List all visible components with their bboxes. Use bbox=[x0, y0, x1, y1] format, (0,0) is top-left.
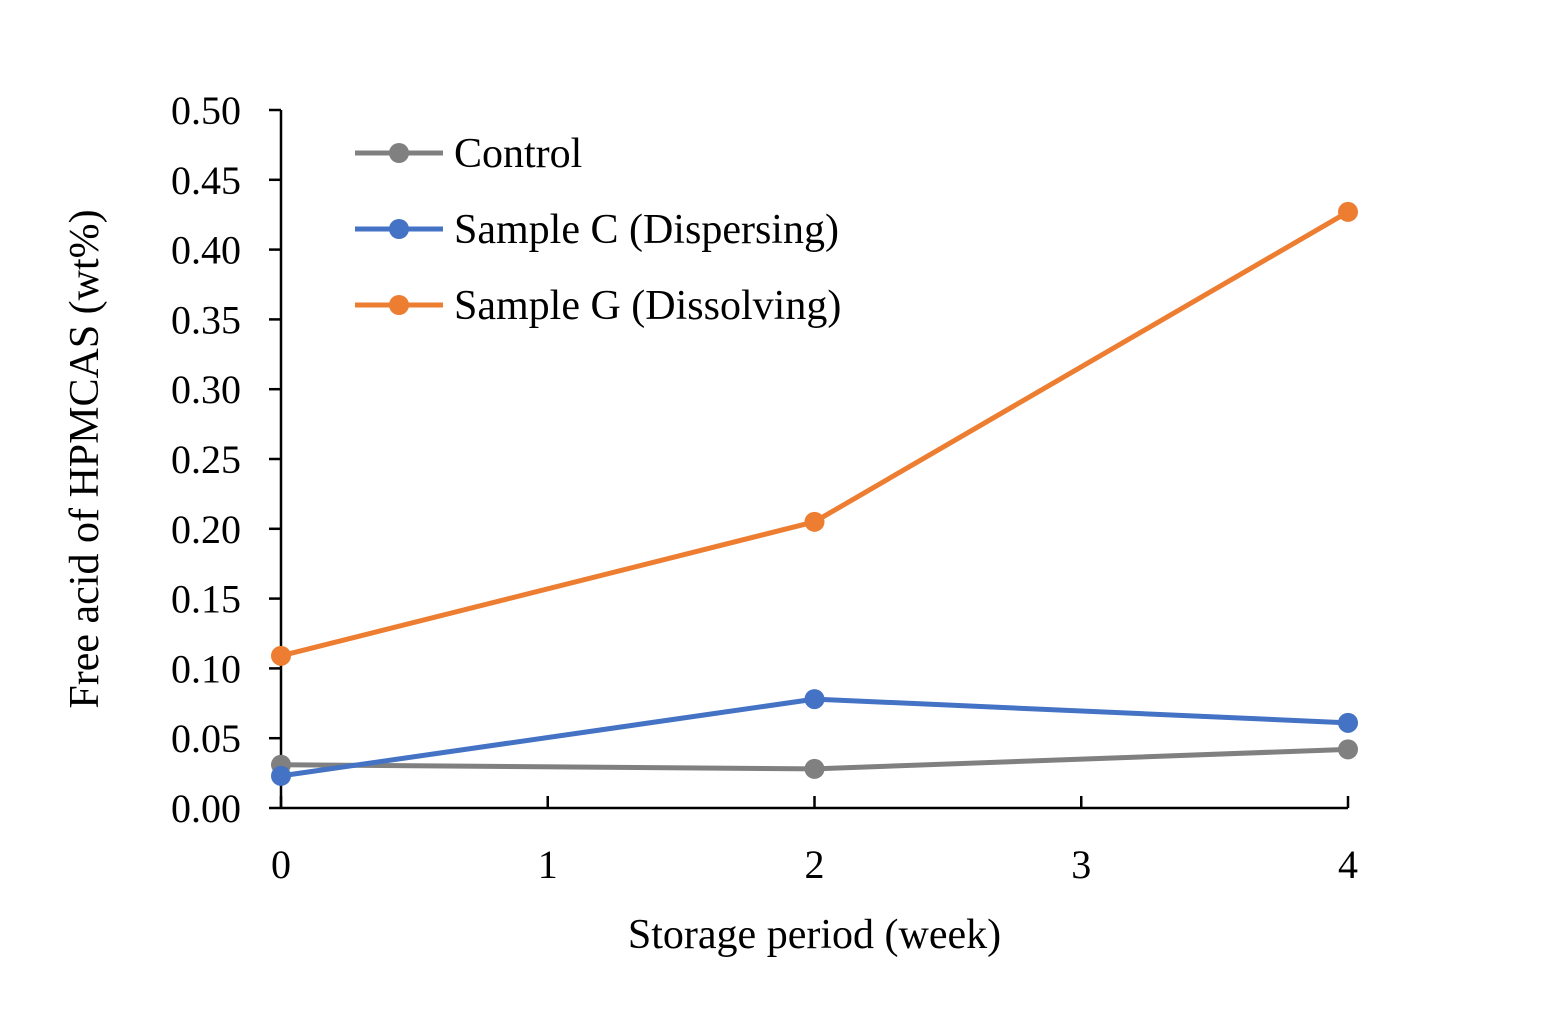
series-2 bbox=[271, 201, 1358, 666]
legend-swatch-marker bbox=[389, 295, 409, 315]
y-tick-label: 0.25 bbox=[171, 437, 241, 482]
legend-swatch-marker bbox=[389, 143, 409, 163]
legend-label: Sample G (Dissolving) bbox=[454, 283, 841, 329]
series-line bbox=[278, 209, 1351, 659]
y-tick-label: 0.35 bbox=[171, 297, 241, 342]
data-point bbox=[804, 758, 825, 779]
x-tick-label: 0 bbox=[271, 842, 291, 887]
x-tick-label: 2 bbox=[805, 842, 825, 887]
x-tick-label: 1 bbox=[538, 842, 558, 887]
y-tick-label: 0.30 bbox=[171, 367, 241, 412]
x-tick-label: 4 bbox=[1338, 842, 1358, 887]
y-tick-label: 0.45 bbox=[171, 158, 241, 203]
data-point bbox=[1338, 201, 1358, 222]
x-axis-ticks: 0 1 2 3 4 bbox=[271, 796, 1358, 887]
x-axis-title: Storage period (week) bbox=[628, 912, 1001, 958]
y-tick-label: 0.50 bbox=[171, 88, 241, 133]
y-axis-ticks: 0.00 0.05 0.10 0.15 0.20 0.25 0.30 0.35 0.40 0.45… bbox=[171, 88, 281, 831]
legend: Control Sample C (Dispersing) Sample G (Di… bbox=[355, 131, 841, 329]
axes: 0.00 0.05 0.10 0.15 0.20 0.25 0.30 0.35 0.40 0.45… bbox=[171, 88, 1358, 887]
y-axis-title: Free acid of HPMCAS (wt%) bbox=[62, 209, 108, 708]
series-0 bbox=[271, 739, 1358, 779]
y-tick-label: 0.40 bbox=[171, 228, 241, 273]
data-point bbox=[271, 645, 291, 666]
series-1 bbox=[271, 689, 1358, 786]
y-tick-label: 0.15 bbox=[171, 577, 241, 622]
data-point bbox=[804, 689, 825, 710]
data-point bbox=[1338, 712, 1358, 733]
series-layer bbox=[271, 201, 1358, 786]
legend-label: Sample C (Dispersing) bbox=[454, 207, 839, 253]
data-point bbox=[1338, 739, 1358, 760]
data-point bbox=[804, 511, 825, 532]
legend-label: Control bbox=[454, 131, 582, 177]
y-tick-label: 0.05 bbox=[171, 716, 241, 761]
y-tick-label: 0.10 bbox=[171, 646, 241, 691]
data-point bbox=[271, 765, 291, 786]
legend-item: Sample G (Dissolving) bbox=[355, 283, 841, 329]
legend-item: Sample C (Dispersing) bbox=[355, 207, 839, 253]
legend-item: Control bbox=[355, 131, 582, 177]
y-tick-label: 0.00 bbox=[171, 786, 241, 831]
x-tick-label: 3 bbox=[1071, 842, 1091, 887]
y-tick-label: 0.20 bbox=[171, 507, 241, 552]
legend-swatch-marker bbox=[389, 219, 409, 239]
